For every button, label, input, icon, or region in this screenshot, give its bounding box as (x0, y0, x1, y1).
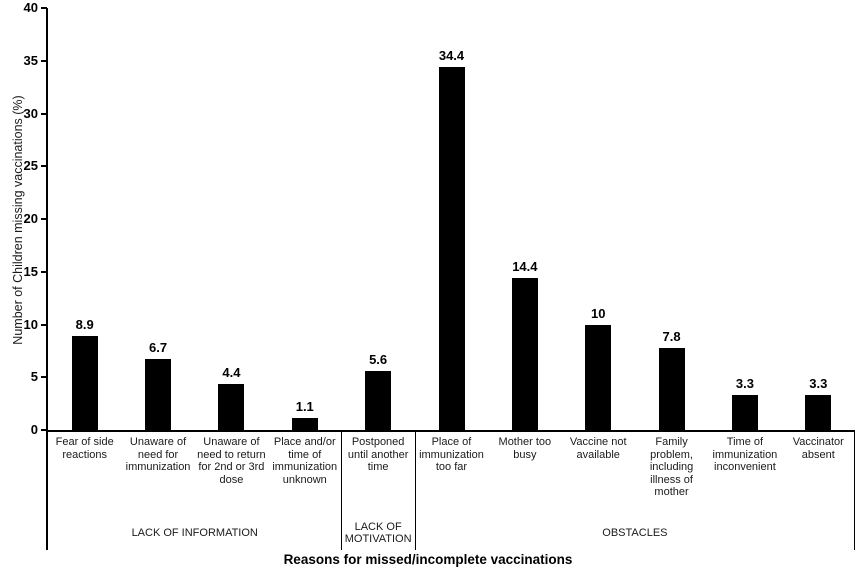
y-tick-mark (41, 165, 47, 168)
bar-value-label: 34.4 (438, 48, 465, 64)
bar (145, 359, 172, 430)
y-tick-label: 35 (23, 52, 38, 68)
bar (291, 418, 318, 430)
y-tick-label: 15 (23, 263, 38, 279)
category-label: Time of immunization inconvenient (712, 436, 778, 473)
y-tick-mark (41, 376, 47, 379)
bar (731, 395, 758, 430)
category-label: Family problem, including illness of mot… (649, 436, 694, 498)
category-label: Fear of side reactions (55, 436, 114, 461)
bar-value-label: 8.9 (75, 317, 94, 333)
category-label: Unaware of need to return for 2nd or 3rd… (197, 436, 266, 486)
category-label: Postponed until another time (347, 436, 409, 473)
y-axis-line (46, 8, 48, 550)
bar (658, 347, 685, 430)
y-tick-label: 30 (23, 105, 38, 121)
category-label: Vaccine not available (569, 436, 627, 461)
y-tick-label: 25 (23, 158, 38, 174)
bar-value-label: 5.6 (369, 351, 388, 367)
bar-value-label: 3.3 (809, 376, 828, 392)
bar-value-label: 14.4 (512, 259, 538, 275)
category-label: Mother too busy (498, 436, 552, 461)
bar (438, 67, 465, 430)
group-label: LACK OF INFORMATION (131, 526, 258, 539)
bar (585, 324, 612, 430)
bar (71, 336, 98, 430)
y-tick-label: 40 (23, 0, 38, 15)
group-divider (415, 430, 416, 550)
y-tick-mark (41, 270, 47, 273)
y-tick-label: 10 (23, 316, 38, 332)
bar-value-label: 10 (590, 305, 606, 321)
y-tick-mark (41, 7, 47, 9)
group-divider (341, 430, 342, 550)
bar-value-label: 4.4 (222, 364, 241, 380)
group-label: OBSTACLES (602, 526, 668, 539)
category-label: Place of immunization too far (419, 436, 484, 473)
bar (365, 370, 392, 430)
x-axis-title: Reasons for missed/incomplete vaccinatio… (283, 552, 573, 567)
category-label: Place and/or time of immunization unknow… (272, 436, 338, 486)
bar-value-label: 6.7 (148, 340, 168, 356)
bar (511, 278, 538, 430)
y-tick-label: 5 (30, 369, 38, 385)
category-axis: Fear of side reactions Unaware of need fo… (48, 436, 855, 499)
y-tick-mark (41, 112, 47, 115)
y-tick-label: 20 (23, 211, 38, 226)
y-tick-mark (41, 59, 47, 62)
category-frame-right-line (854, 430, 855, 550)
y-tick-label: 0 (30, 422, 38, 437)
category-label: Vaccinator absent (792, 436, 844, 461)
bar-value-label: 1.1 (295, 399, 314, 415)
category-label: Unaware of need for immunization (125, 436, 191, 473)
y-tick-mark (41, 218, 47, 220)
x-axis-line (46, 430, 855, 432)
y-tick-mark (41, 323, 47, 326)
bar (218, 383, 245, 430)
bar-value-label: 7.8 (662, 328, 681, 344)
y-tick-mark (41, 429, 47, 431)
bar-value-label: 3.3 (735, 376, 754, 392)
bar (805, 395, 832, 430)
group-label: LACK OF MOTIVATION (344, 520, 412, 546)
